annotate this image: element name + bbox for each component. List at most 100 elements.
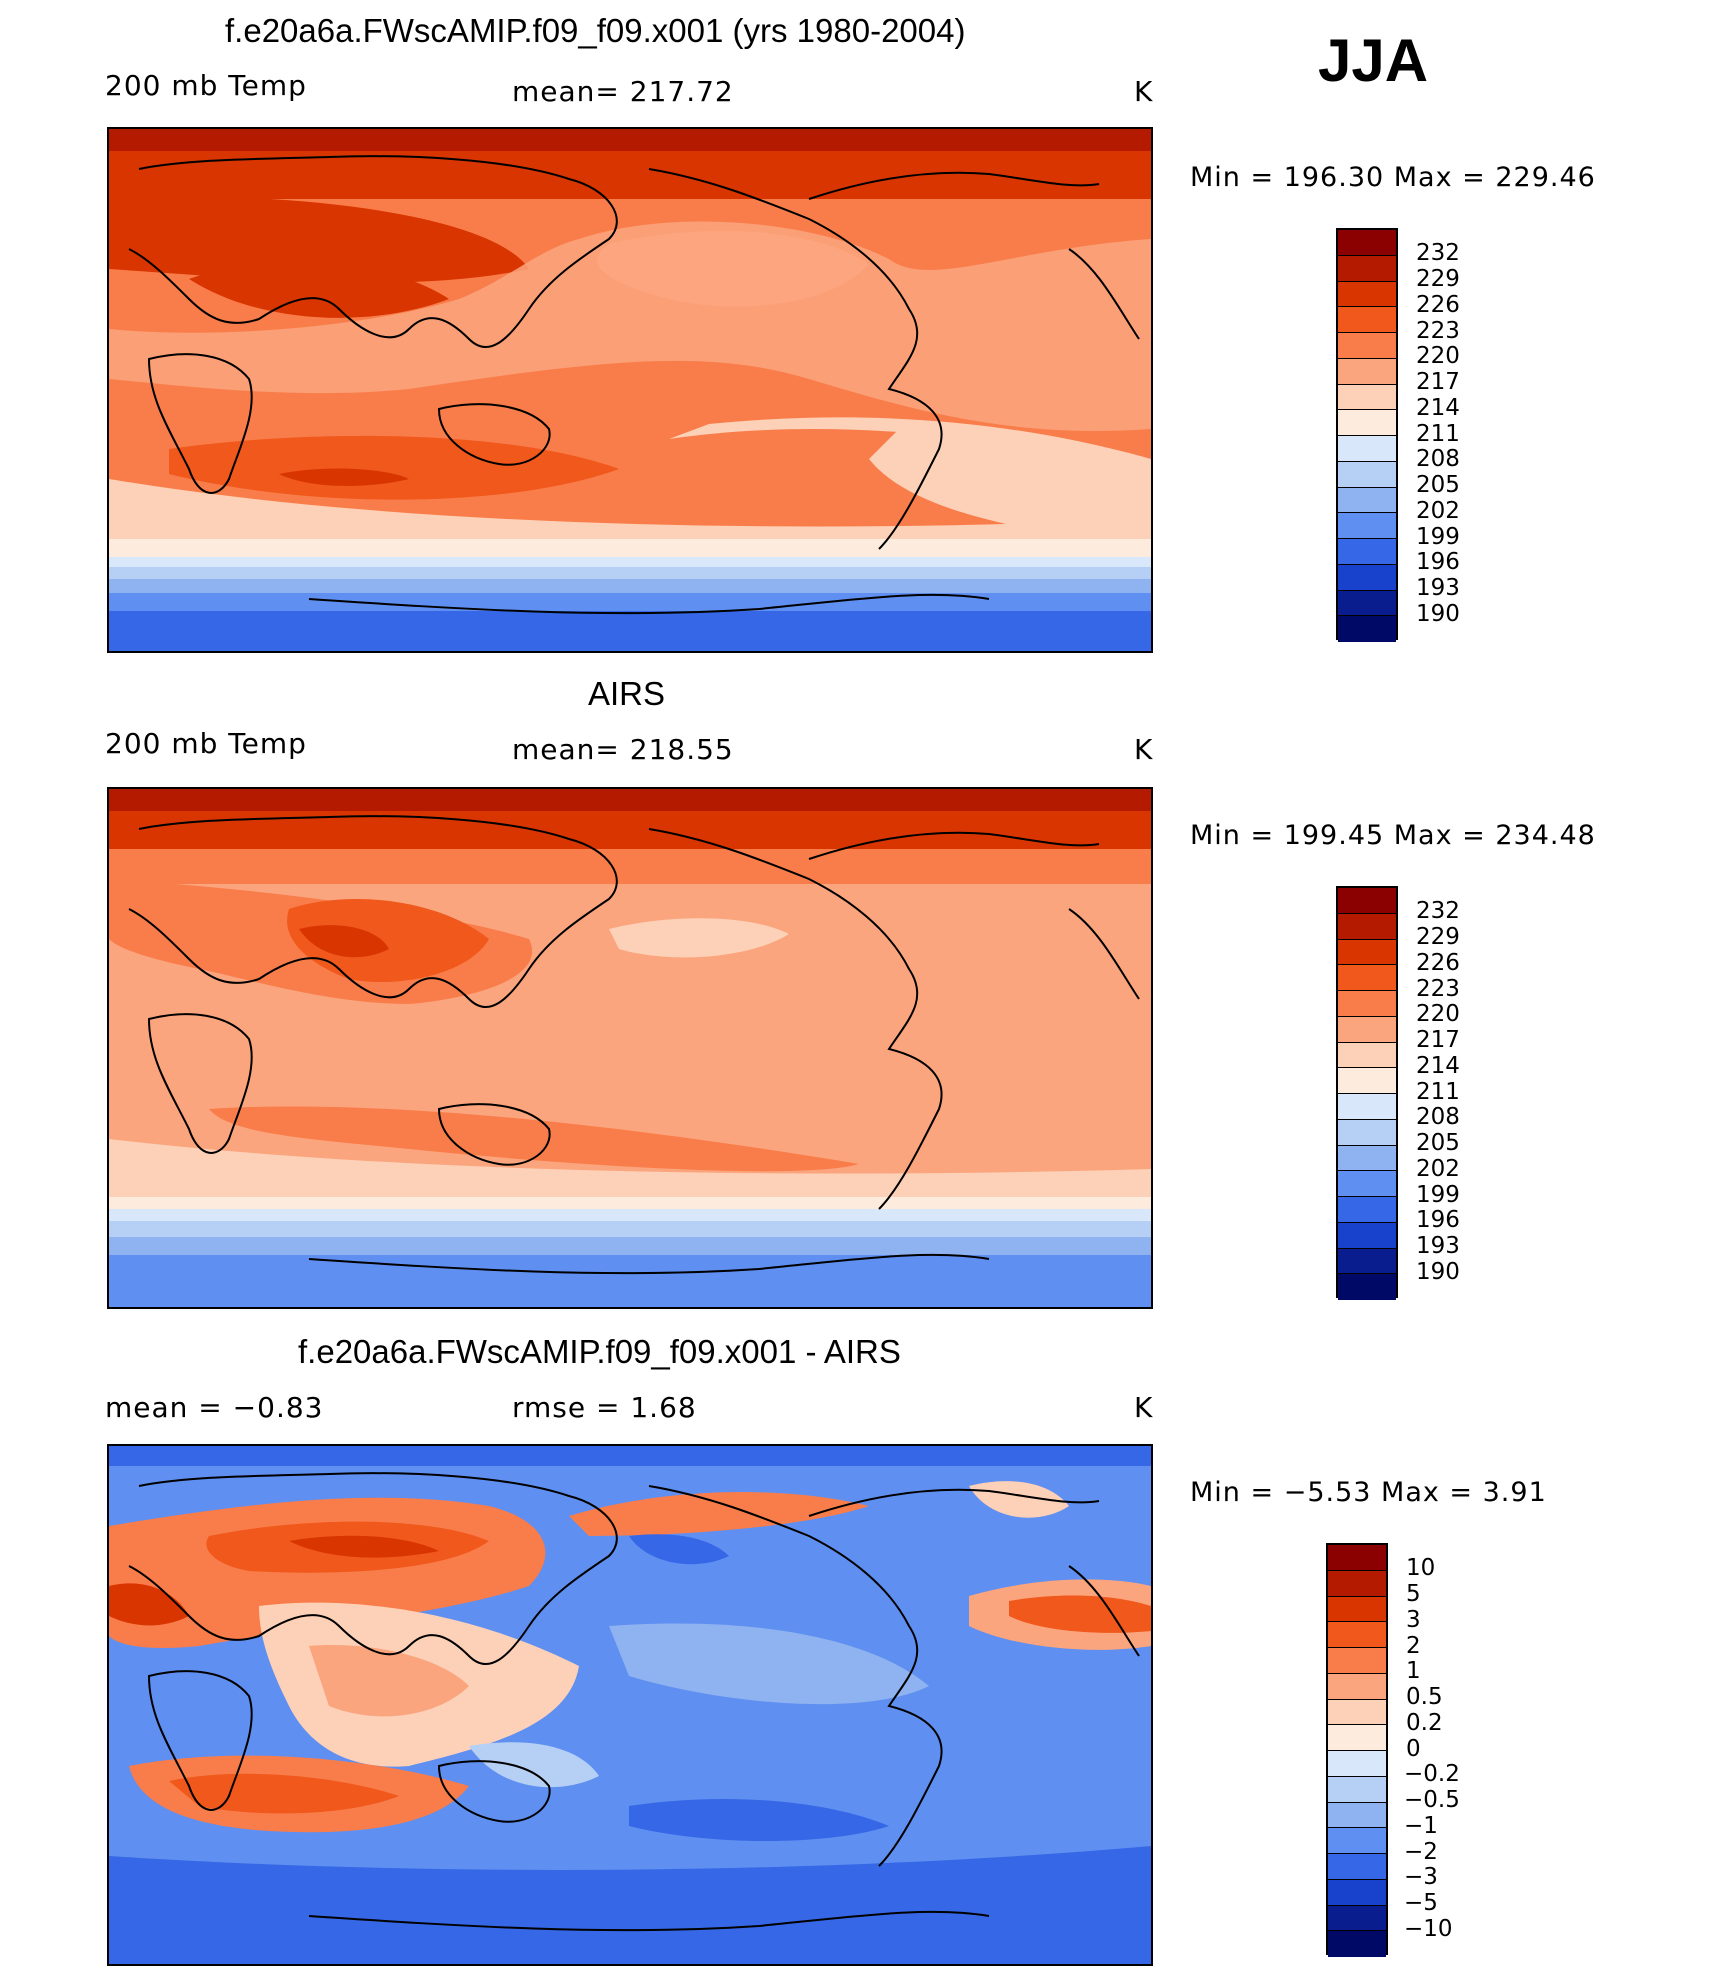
colorbar-tick-label: −5 [1404, 1890, 1438, 1916]
panel3-rmse-label: rmse = 1.68 [512, 1391, 697, 1424]
colorbar-tick-label: −0.5 [1404, 1787, 1460, 1813]
colorbar-swatch [1328, 1648, 1386, 1674]
panel1-contour-field [109, 129, 1151, 651]
colorbar-tick-label: 0.5 [1406, 1684, 1443, 1710]
colorbar-tick-label: 226 [1416, 291, 1460, 318]
colorbar-swatch [1328, 1751, 1386, 1777]
colorbar-tick-label: 0.2 [1406, 1709, 1443, 1736]
colorbar-tick-label: 199 [1416, 1181, 1460, 1208]
colorbar-swatch [1328, 1725, 1386, 1751]
colorbar-tick-label: 2 [1406, 1632, 1421, 1659]
colorbar-swatch [1338, 1068, 1396, 1094]
colorbar-swatch [1338, 1248, 1396, 1275]
colorbar-swatch [1328, 1596, 1386, 1623]
colorbar-swatch [1338, 616, 1396, 642]
colorbar-tick-label: −10 [1404, 1915, 1453, 1942]
colorbar-swatch [1328, 1854, 1386, 1880]
panel1-model-map [107, 127, 1153, 653]
colorbar-swatch [1338, 1042, 1396, 1069]
colorbar-swatch [1328, 1905, 1386, 1932]
colorbar-tick-label: 217 [1416, 369, 1460, 395]
colorbar-tick-label: 223 [1416, 317, 1460, 344]
colorbar-tick-label: 208 [1416, 446, 1460, 473]
colorbar-swatch [1338, 1016, 1396, 1043]
colorbar-swatch [1338, 513, 1396, 539]
panel2-minmax: Min = 199.45 Max = 234.48 [1190, 820, 1596, 851]
colorbar-tick-label: 211 [1416, 420, 1460, 447]
colorbar-swatch [1338, 410, 1396, 436]
colorbar-tick-label: −3 [1404, 1864, 1438, 1891]
colorbar-swatch [1338, 487, 1396, 514]
colorbar-swatch [1338, 358, 1396, 385]
colorbar-swatch [1338, 1145, 1396, 1172]
colorbar-swatch [1338, 307, 1396, 333]
colorbar-tick-label: −1 [1404, 1812, 1438, 1839]
colorbar-swatch [1328, 1699, 1386, 1726]
panel2-variable-label: 200 mb Temp [105, 727, 307, 760]
panel3-difference-map [107, 1444, 1153, 1966]
colorbar-swatch [1328, 1622, 1386, 1648]
colorbar-swatch [1338, 1274, 1396, 1300]
colorbar-swatch [1338, 1197, 1396, 1223]
colorbar-swatch [1338, 384, 1396, 411]
colorbar-tick-label: 208 [1416, 1104, 1460, 1131]
colorbar-tick-label: 229 [1416, 266, 1460, 292]
colorbar-tick-label: 10 [1406, 1555, 1436, 1582]
colorbar-tick-label: 199 [1416, 523, 1460, 550]
colorbar-tick-label: 196 [1416, 549, 1460, 576]
panel2-contour-field [109, 789, 1151, 1307]
panel1-variable-label: 200 mb Temp [105, 69, 307, 102]
colorbar-tick-label: 232 [1416, 240, 1460, 267]
colorbar-swatch [1338, 991, 1396, 1017]
colorbar-tick-label: 190 [1416, 1258, 1460, 1285]
colorbar-tick-label: 205 [1416, 472, 1460, 498]
colorbar-tick-label: 193 [1416, 1233, 1460, 1259]
panel3-mean-label: mean = −0.83 [105, 1391, 324, 1424]
colorbar-swatch [1338, 564, 1396, 591]
colorbar-tick-label: −2 [1404, 1838, 1438, 1865]
colorbar-tick-label: 214 [1416, 394, 1460, 421]
colorbar-tick-label: 3 [1406, 1606, 1421, 1633]
panel3-colorbar-labels: 10 5 3 2 1 0.5 0.2 0 −0.2 −0.5 −1 −2 −3 −5 −10 [1404, 1543, 1486, 1955]
colorbar-swatch [1338, 281, 1396, 308]
colorbar-tick-label: 196 [1416, 1207, 1460, 1234]
colorbar-swatch [1338, 230, 1396, 256]
colorbar-swatch [1338, 590, 1396, 617]
colorbar-tick-label: 202 [1416, 1155, 1460, 1182]
colorbar-swatch [1328, 1673, 1386, 1700]
colorbar-swatch [1338, 965, 1396, 991]
colorbar-tick-label: 0 [1406, 1735, 1421, 1762]
panel2-airs-map [107, 787, 1153, 1309]
colorbar-swatch [1338, 1171, 1396, 1197]
colorbar-swatch [1338, 539, 1396, 565]
colorbar-tick-label: 229 [1416, 924, 1460, 950]
panel1-mean-label: mean= 217.72 [512, 75, 734, 108]
colorbar-swatch [1338, 1222, 1396, 1249]
colorbar-swatch [1338, 436, 1396, 462]
panel3-colorbar [1326, 1543, 1388, 1957]
panel1-title: f.e20a6a.FWscAMIP.f09_f09.x001 (yrs 1980… [225, 12, 966, 49]
panel1-unit-label: K [1134, 75, 1154, 108]
panel3-minmax: Min = −5.53 Max = 3.91 [1190, 1477, 1547, 1508]
colorbar-swatch [1338, 1094, 1396, 1120]
panel2-unit-label: K [1134, 733, 1154, 766]
colorbar-tick-label: 1 [1406, 1658, 1421, 1685]
colorbar-tick-label: 211 [1416, 1078, 1460, 1105]
colorbar-swatch [1338, 939, 1396, 966]
season-label: JJA [1318, 27, 1429, 94]
colorbar-swatch [1338, 255, 1396, 282]
panel2-mean-label: mean= 218.55 [512, 733, 734, 766]
colorbar-tick-label: 220 [1416, 343, 1460, 370]
colorbar-swatch [1338, 888, 1396, 914]
colorbar-tick-label: 232 [1416, 898, 1460, 925]
colorbar-swatch [1338, 913, 1396, 940]
panel3-unit-label: K [1134, 1391, 1154, 1424]
panel3-contour-field [109, 1446, 1151, 1964]
colorbar-swatch [1338, 333, 1396, 359]
colorbar-swatch [1338, 1119, 1396, 1146]
colorbar-swatch [1328, 1570, 1386, 1597]
colorbar-tick-label: 226 [1416, 949, 1460, 976]
colorbar-swatch [1328, 1879, 1386, 1906]
colorbar-swatch [1328, 1802, 1386, 1829]
panel3-title: f.e20a6a.FWscAMIP.f09_f09.x001 - AIRS [298, 1333, 901, 1370]
